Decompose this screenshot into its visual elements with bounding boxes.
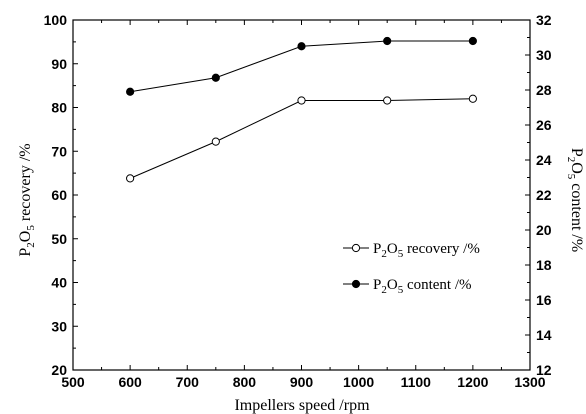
legend-recovery-sub2: 2: [381, 248, 387, 260]
legend-recovery-p: P: [373, 241, 381, 257]
legend-content-sub5: 5: [398, 284, 404, 296]
y-left-tick-label: 70: [51, 143, 67, 159]
y-left-tick-label: 60: [51, 187, 67, 203]
y-left-tick-label: 20: [51, 362, 67, 378]
y-left-tick-label: 30: [51, 318, 67, 334]
x-tick-label: 900: [290, 374, 314, 390]
y-right-tick-label: 16: [536, 292, 552, 308]
y-left-title-sub5: 5: [25, 225, 37, 231]
y-right-tick-label: 20: [536, 222, 552, 238]
svg-text:P2O5 content /%: P2O5 content /%: [565, 148, 585, 252]
legend-marker-content: [351, 279, 361, 289]
series-1-point: [383, 36, 392, 46]
x-tick-label: 1000: [343, 374, 374, 390]
y-right-tick-label: 18: [536, 257, 552, 273]
y-left-title-o: O: [17, 231, 34, 243]
y-right-title-sub5: 5: [565, 174, 577, 180]
y-right-title-p: P: [568, 148, 585, 157]
series-1-point: [126, 87, 135, 96]
svg-text:P2O5 recovery /%: P2O5 recovery /%: [17, 143, 37, 256]
x-tick-label: 1100: [401, 374, 432, 390]
y-left-tick-label: 80: [51, 100, 67, 116]
y-left-title-sub2: 2: [25, 242, 37, 248]
series-1-point: [297, 42, 306, 51]
y-axis-right-title: P2O5 content /%: [565, 148, 585, 252]
y-right-tick-label: 28: [536, 82, 552, 98]
y-left-tick-label: 50: [51, 231, 67, 247]
x-tick-label: 500: [61, 374, 85, 390]
y-right-tick-label: 22: [536, 187, 552, 203]
y-right-tick-label: 24: [536, 152, 552, 168]
legend-content-o: O: [387, 277, 398, 293]
y-right-tick-label: 30: [536, 47, 552, 63]
legend-recovery-rest: recovery /%: [403, 241, 480, 257]
y-right-tick-label: 26: [536, 117, 552, 133]
y-left-tick-label: 90: [51, 56, 67, 72]
y-right-title-rest: content /%: [568, 179, 585, 252]
x-tick-label: 800: [233, 374, 257, 390]
series-0-point: [126, 174, 135, 183]
x-axis-title: Impellers speed /rpm: [234, 397, 370, 414]
legend-content-rest: content /%: [403, 277, 471, 293]
legend-recovery-sub5: 5: [398, 248, 404, 260]
series-0-point: [211, 137, 220, 146]
legend-content-p: P: [373, 277, 381, 293]
series-line-0: [129, 98, 473, 179]
svg-text:P2O5 recovery /%: P2O5 recovery /%: [373, 241, 480, 260]
legend-marker-recovery: [351, 243, 361, 253]
y-axis-left-title: P2O5 recovery /%: [17, 143, 37, 256]
y-right-title-o: O: [568, 162, 585, 174]
y-left-title-rest: recovery /%: [17, 143, 34, 225]
x-tick-label: 1300: [514, 374, 545, 390]
y-left-title-p: P: [17, 248, 34, 257]
x-tick-label: 1200: [457, 374, 488, 390]
series-layer: [126, 36, 477, 183]
x-tick-label: 700: [176, 374, 200, 390]
y-right-tick-label: 32: [536, 12, 552, 28]
series-0-point: [383, 96, 392, 105]
svg-text:P2O5 content /%: P2O5 content /%: [373, 277, 472, 296]
series-0-point: [468, 94, 477, 103]
y-left-tick-label: 40: [51, 275, 67, 291]
y-right-tick-label: 12: [536, 362, 552, 378]
legend-recovery-o: O: [387, 241, 398, 257]
y-right-title-sub2: 2: [565, 157, 577, 163]
y-left-tick-label: 100: [44, 12, 68, 28]
plot-frame: [72, 19, 531, 371]
series-1-point: [468, 36, 477, 46]
x-tick-label: 600: [118, 374, 142, 390]
series-0-point: [297, 96, 306, 105]
series-1-point: [211, 73, 220, 82]
y-right-tick-label: 14: [536, 327, 552, 343]
axis-ticks: 500 600 700 800 900 1000 1100 1200 1300 20 30 40 50 6…: [44, 12, 552, 390]
legend-content-sub2: 2: [381, 284, 387, 296]
legend: P2O5 recovery /% P2O5 content /%: [343, 241, 480, 296]
